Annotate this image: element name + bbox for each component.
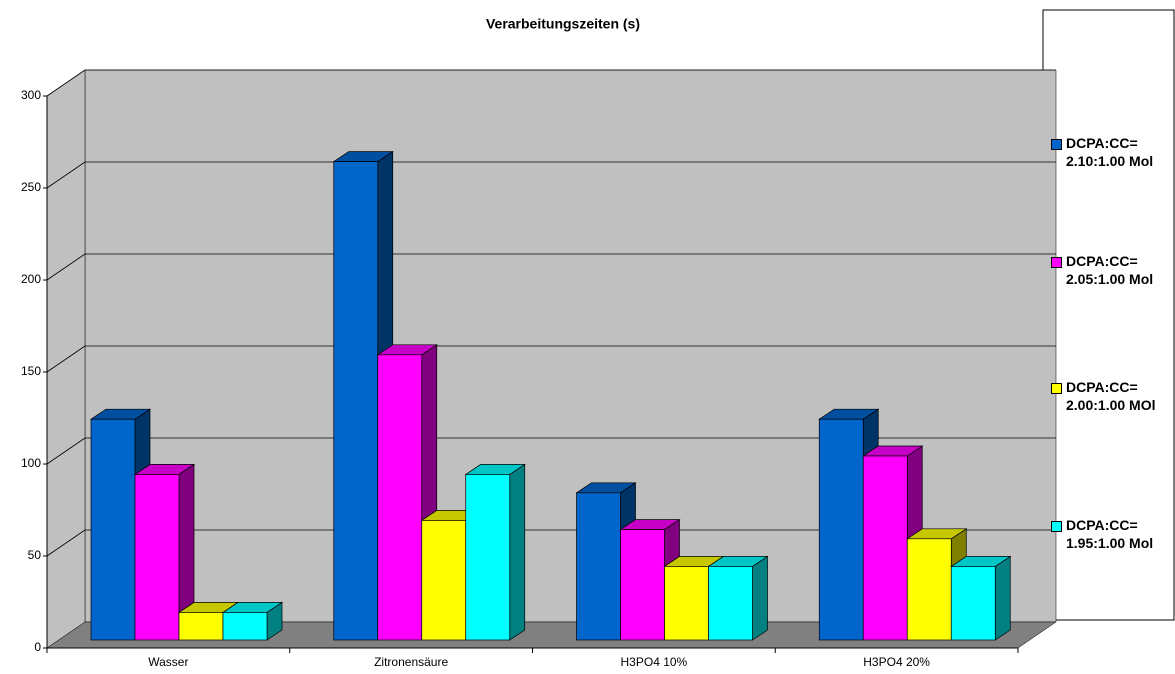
grid-line xyxy=(46,69,86,97)
bar-front xyxy=(134,474,180,641)
x-tick-label: Wasser xyxy=(148,655,188,669)
chart-title: Verarbeitungszeiten (s) xyxy=(486,16,640,32)
x-tick-label: H3PO4 20% xyxy=(863,655,930,669)
bar-side xyxy=(752,555,768,641)
bar-front xyxy=(377,354,423,641)
x-tick-label: H3PO4 10% xyxy=(621,655,688,669)
bar-front xyxy=(906,538,952,641)
y-tick-label: 300 xyxy=(21,88,41,102)
bar-front xyxy=(90,418,136,641)
bar-front xyxy=(465,474,511,641)
bar-front xyxy=(818,418,864,641)
legend-swatch xyxy=(1051,383,1062,394)
y-tick-label: 100 xyxy=(21,456,41,470)
bar-front xyxy=(664,566,709,641)
legend-swatch xyxy=(1051,521,1062,532)
legend-label: DCPA:CC= 2.05:1.00 Mol xyxy=(1066,253,1154,287)
bar-front xyxy=(950,566,996,641)
bar xyxy=(950,555,1012,641)
bar-front xyxy=(222,612,268,641)
bar-front xyxy=(708,566,753,641)
bar-front xyxy=(862,455,908,641)
bar-front xyxy=(333,161,379,641)
bar-front xyxy=(178,612,224,641)
legend-label: DCPA:CC= 2.10:1.00 Mol xyxy=(1066,135,1154,169)
bar-front xyxy=(576,492,621,641)
bar xyxy=(133,463,196,641)
grid-line xyxy=(46,161,86,189)
bar xyxy=(221,601,284,641)
bar-side xyxy=(509,463,526,641)
grid-line xyxy=(46,529,86,557)
bar xyxy=(707,555,769,641)
bar xyxy=(663,555,725,641)
legend-swatch xyxy=(1051,139,1062,150)
y-tick-label: 200 xyxy=(21,272,41,286)
legend-label: DCPA:CC= 2.00:1.00 MOl xyxy=(1066,379,1156,413)
grid-line xyxy=(46,253,86,281)
y-tick-label: 50 xyxy=(28,548,42,562)
legend-swatch xyxy=(1051,257,1062,268)
bar xyxy=(464,463,526,641)
legend-box xyxy=(1042,9,1175,621)
bar-front xyxy=(421,520,467,641)
y-tick-label: 250 xyxy=(21,180,41,194)
legend-label: DCPA:CC= 1.95:1.00 Mol xyxy=(1066,517,1154,551)
grid-line xyxy=(46,345,86,373)
bar-front xyxy=(620,529,665,641)
x-tick-label: Zitronensäure xyxy=(374,655,448,669)
y-tick-label: 150 xyxy=(21,364,41,378)
y-tick-label: 0 xyxy=(34,640,41,654)
grid-line xyxy=(46,437,86,465)
bar-side xyxy=(994,555,1011,641)
